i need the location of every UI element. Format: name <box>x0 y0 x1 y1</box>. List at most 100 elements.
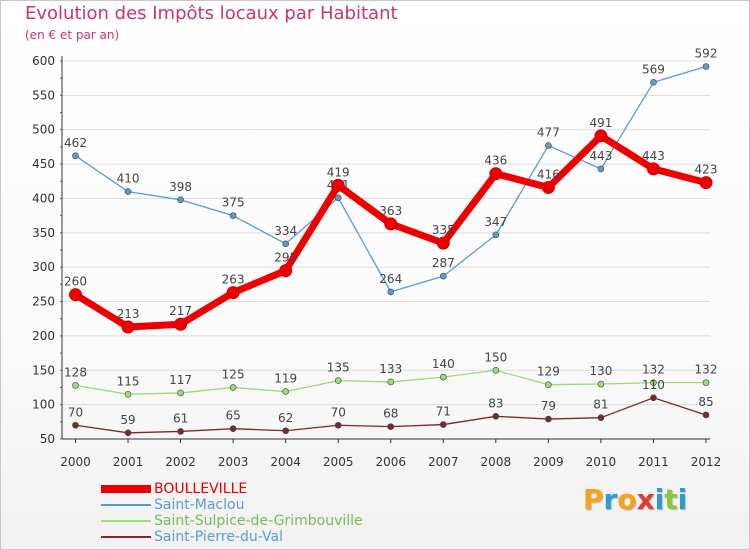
y-tick-label: 350 <box>32 226 55 240</box>
proxiti-logo-letter: o <box>617 483 637 516</box>
x-tick-label: 2005 <box>323 455 354 469</box>
y-tick-label: 150 <box>32 363 55 377</box>
data-point <box>489 167 503 181</box>
x-tick-label: 2007 <box>428 455 459 469</box>
data-label: 125 <box>222 367 245 381</box>
data-point <box>492 413 500 420</box>
data-label: 59 <box>120 413 135 427</box>
data-label: 85 <box>698 395 713 409</box>
y-tick-label: 300 <box>32 260 55 274</box>
data-point <box>279 264 293 278</box>
data-point <box>229 212 237 219</box>
data-point <box>699 176 713 190</box>
data-point <box>597 414 605 421</box>
data-label: 264 <box>379 272 402 286</box>
y-tick-label: 400 <box>32 191 55 205</box>
data-point <box>545 415 552 423</box>
data-point <box>124 429 132 437</box>
y-tick-label: 250 <box>32 295 55 309</box>
data-point <box>282 240 289 248</box>
y-tick-label: 450 <box>32 157 55 171</box>
data-label: 140 <box>432 357 455 371</box>
data-point <box>331 178 345 192</box>
data-point <box>229 425 237 432</box>
data-point <box>597 380 605 388</box>
data-label: 132 <box>695 363 718 377</box>
legend-label-boulleville: BOULLEVILLE <box>154 481 248 497</box>
data-point <box>334 421 342 429</box>
series-saint-pierre-du-val: 70 59 61 65 62 70 68 71 83 79 81 110 85 <box>68 378 714 437</box>
data-label: 62 <box>278 411 293 425</box>
data-point <box>384 217 398 231</box>
data-label: 81 <box>593 398 608 412</box>
data-label: 128 <box>64 365 87 379</box>
data-label: 117 <box>169 373 192 387</box>
chart-title: Evolution des Impôts locaux par Habitant <box>25 3 398 24</box>
data-label: 79 <box>541 399 556 413</box>
data-label: 491 <box>589 116 612 130</box>
x-tick-label: 2010 <box>586 455 617 469</box>
data-label: 363 <box>379 204 402 218</box>
data-point <box>439 373 447 381</box>
data-point <box>121 320 135 334</box>
data-point <box>492 366 500 374</box>
data-label: 375 <box>222 196 245 210</box>
x-tick-label: 2002 <box>165 455 196 469</box>
data-label: 71 <box>436 405 451 419</box>
chart-subtitle: (en € et par an) <box>25 28 120 42</box>
data-point <box>492 231 500 239</box>
data-point <box>124 188 132 195</box>
data-label: 70 <box>68 405 83 419</box>
data-label: 61 <box>173 411 188 425</box>
legend-label-saint-maclou: Saint-Maclou <box>154 497 245 513</box>
data-label: 132 <box>642 363 665 377</box>
legend-swatch-saint-sulpice <box>101 520 151 522</box>
x-tick-label: 2008 <box>481 455 512 469</box>
y-tick-label: 600 <box>32 54 55 68</box>
data-point <box>436 236 450 250</box>
data-label: 334 <box>274 224 297 238</box>
data-label: 398 <box>169 180 192 194</box>
series-saint-maclou: 462410398375334401264287347477443569592 <box>64 46 717 296</box>
data-point <box>439 421 447 428</box>
x-tick-label: 2012 <box>691 455 722 469</box>
data-label: 443 <box>642 149 665 163</box>
data-point <box>702 379 710 386</box>
x-tick-label: 2011 <box>638 455 669 469</box>
legend-label-saint-pierre: Saint-Pierre-du-Val <box>154 529 283 545</box>
series-saint-sulpice-de-grimbouville: 128 115 117 125 119 135 133 140 150 129 130 132 132 <box>64 350 718 398</box>
data-point <box>545 142 552 149</box>
x-tick-label: 2004 <box>270 455 301 469</box>
data-label: 423 <box>695 163 718 177</box>
data-label: 295 <box>274 251 297 265</box>
y-tick-label: 550 <box>32 88 55 102</box>
proxiti-logo-letter: r <box>603 483 618 516</box>
data-label: 133 <box>379 362 402 376</box>
data-point <box>177 196 184 204</box>
data-point <box>282 427 289 435</box>
data-label: 70 <box>331 405 346 419</box>
data-label: 416 <box>537 167 560 181</box>
data-label: 65 <box>225 409 240 423</box>
y-tick-label: 200 <box>32 329 55 343</box>
data-label: 569 <box>642 62 665 76</box>
legend-swatch-boulleville <box>101 485 151 493</box>
data-point <box>597 165 605 173</box>
data-label: 213 <box>117 307 140 321</box>
data-point <box>594 129 608 143</box>
data-label: 477 <box>537 126 560 140</box>
x-tick-label: 2003 <box>218 455 249 469</box>
data-point <box>72 382 79 389</box>
data-label: 335 <box>432 223 455 237</box>
data-point <box>177 389 184 397</box>
data-label: 436 <box>484 154 507 168</box>
data-label: 83 <box>488 396 503 410</box>
legend-swatch-saint-pierre <box>101 536 151 538</box>
data-point <box>650 379 657 386</box>
data-point <box>334 194 342 202</box>
data-label: 150 <box>484 350 507 364</box>
data-point <box>387 423 395 430</box>
proxiti-logo-letter: P <box>583 483 604 516</box>
data-label: 130 <box>589 364 612 378</box>
